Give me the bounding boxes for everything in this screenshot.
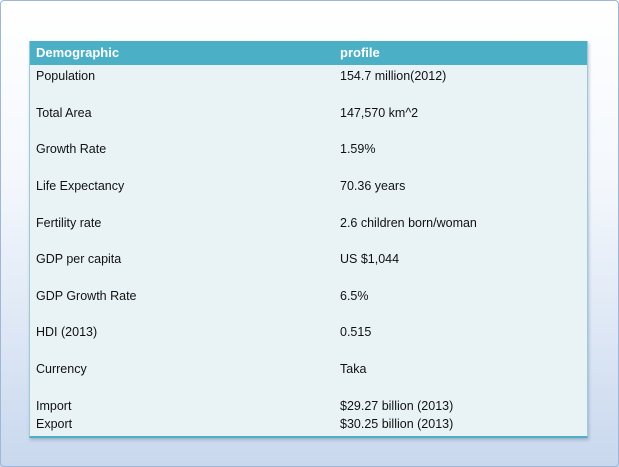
row-value: Taka xyxy=(340,362,367,376)
row-value: 1.59% xyxy=(340,142,376,156)
table-row-gdp-growth-rate: GDP Growth Rate 6.5% xyxy=(30,288,587,306)
table-row-life-expectancy: Life Expectancy 70.36 years xyxy=(30,178,587,196)
row-label: GDP per capita xyxy=(36,252,122,266)
table-row-total-area: Total Area 147,570 km^2 xyxy=(30,105,587,123)
row-value: US $1,044 xyxy=(340,252,400,266)
row-label: Life Expectancy xyxy=(36,179,125,193)
row-value: 6.5% xyxy=(340,289,369,303)
row-label: GDP Growth Rate xyxy=(36,289,137,303)
row-label: Export xyxy=(36,417,73,431)
row-label: Total Area xyxy=(36,106,92,120)
row-label: HDI (2013) xyxy=(36,325,98,339)
table-row-currency: Currency Taka xyxy=(30,361,587,379)
header-demographic: Demographic xyxy=(36,45,120,60)
row-label: Growth Rate xyxy=(36,142,107,156)
row-value: $29.27 billion (2013) xyxy=(340,399,454,413)
table-header: Demographic profile xyxy=(30,41,587,65)
row-value: 2.6 children born/woman xyxy=(340,216,477,230)
row-value: 0.515 xyxy=(340,325,372,339)
demographic-table: Demographic profile Population 154.7 mil… xyxy=(29,41,588,438)
row-label: Fertility rate xyxy=(36,216,102,230)
table-row-hdi: HDI (2013) 0.515 xyxy=(30,324,587,342)
table-row-export: Export $30.25 billion (2013) xyxy=(30,416,587,434)
header-profile: profile xyxy=(340,45,380,60)
row-value: 154.7 million(2012) xyxy=(340,69,447,83)
row-value: 147,570 km^2 xyxy=(340,106,419,120)
row-value: $30.25 billion (2013) xyxy=(340,417,454,431)
table-row-growth-rate: Growth Rate 1.59% xyxy=(30,141,587,159)
table-row-import: Import $29.27 billion (2013) xyxy=(30,398,587,416)
row-value: 70.36 years xyxy=(340,179,406,193)
row-label: Currency xyxy=(36,362,87,376)
table-row-population: Population 154.7 million(2012) xyxy=(30,68,587,86)
row-label: Import xyxy=(36,399,72,413)
table-row-fertility-rate: Fertility rate 2.6 children born/woman xyxy=(30,215,587,233)
table-row-gdp-per-capita: GDP per capita US $1,044 xyxy=(30,251,587,269)
row-label: Population xyxy=(36,69,96,83)
